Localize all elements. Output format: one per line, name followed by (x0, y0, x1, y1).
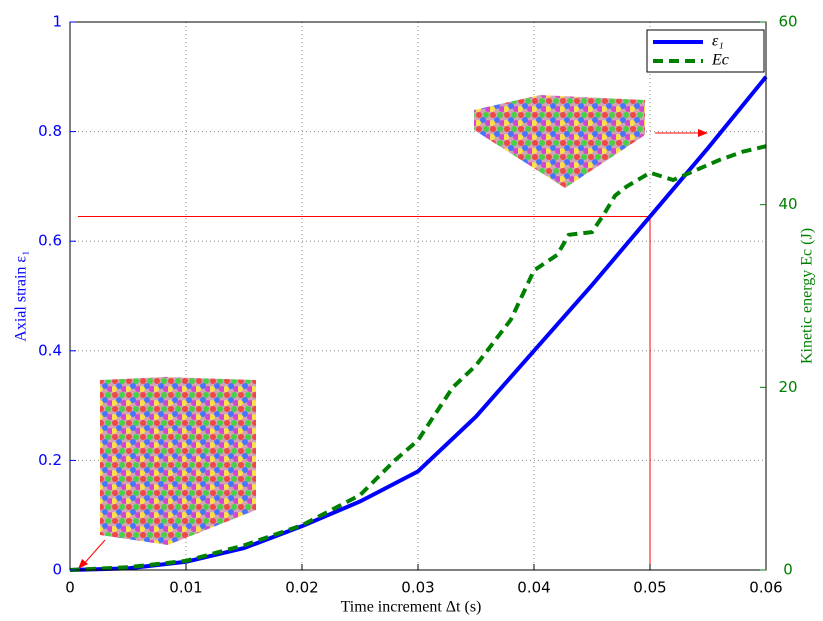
x-axis-label: Time increment Δt (s) (341, 599, 482, 616)
inset-slab (474, 95, 645, 188)
y-axis-label: Axial strain ε₁ (13, 250, 30, 341)
y-tick-label: 0 (52, 561, 62, 579)
x-tick-label: 0 (65, 579, 75, 597)
arrow (81, 539, 106, 567)
series-line (69, 144, 767, 572)
y2-axis-label: Kinetic energy Ec (J) (799, 228, 816, 364)
x-tick-label: 0.06 (749, 579, 782, 597)
x-tick-label: 0.04 (517, 579, 550, 597)
legend-label: Ec (711, 52, 729, 69)
x-tick-label: 0.03 (401, 579, 434, 597)
legend-label: ε₁ (712, 33, 724, 50)
arrow-head (698, 129, 708, 137)
arrow-head (78, 559, 88, 569)
y-tick-label: 0.4 (38, 341, 62, 359)
y2-tick-label: 40 (778, 195, 797, 213)
x-tick-label: 0.02 (285, 579, 318, 597)
y2-tick-label: 60 (778, 13, 797, 31)
inset-cube-small (100, 377, 256, 545)
x-tick-label: 0.01 (169, 579, 202, 597)
y-tick-label: 0.2 (38, 451, 62, 469)
x-tick-label: 0.05 (633, 579, 666, 597)
y2-tick-label: 20 (778, 378, 797, 396)
legend-box (646, 29, 765, 73)
y2-tick-label: 0 (783, 561, 793, 579)
y-tick-label: 1 (52, 13, 62, 31)
y-tick-label: 0.8 (38, 122, 62, 140)
y-tick-label: 0.6 (38, 232, 62, 250)
